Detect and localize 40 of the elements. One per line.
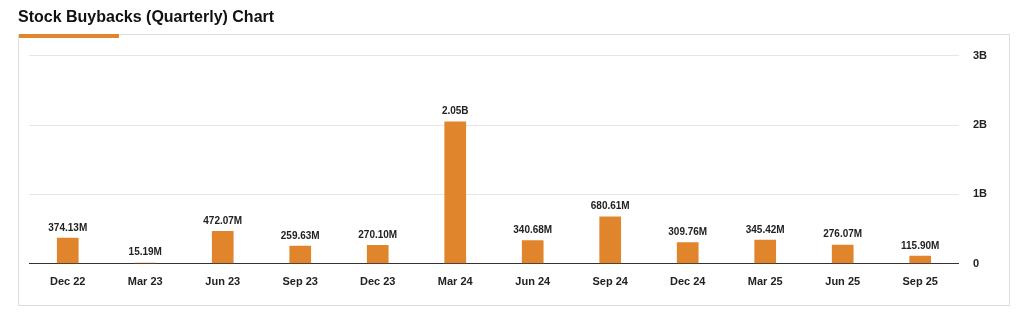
x-tick-label: Dec 24 — [669, 275, 707, 288]
data-label: 374.13M — [48, 221, 88, 233]
bar — [521, 240, 544, 264]
x-tick-label: Dec 23 — [359, 275, 396, 288]
bar — [444, 121, 467, 264]
x-tick-label: Dec 22 — [50, 275, 86, 288]
x-tick-label: Mar 25 — [747, 275, 783, 288]
bar — [754, 239, 777, 264]
data-label: 340.68M — [513, 223, 553, 235]
bar — [676, 242, 699, 264]
x-tick-label: Mar 23 — [127, 275, 163, 288]
data-label: 472.07M — [203, 214, 243, 226]
bar — [56, 237, 79, 264]
y-tick-label: 1B — [972, 187, 988, 200]
data-label: 276.07M — [823, 228, 863, 240]
data-label: 115.90M — [901, 239, 940, 251]
x-tick-label: Jun 23 — [205, 275, 241, 288]
data-label: 2.05B — [441, 105, 469, 117]
x-tick-label: Jun 24 — [515, 275, 552, 288]
data-label: 270.10M — [358, 228, 398, 240]
bar — [599, 216, 622, 264]
bar — [366, 245, 389, 264]
y-tick-label: 0 — [972, 256, 980, 269]
data-label: 15.19M — [128, 246, 162, 258]
y-tick-label: 3B — [972, 48, 988, 61]
data-label: 309.76M — [668, 226, 708, 238]
bar — [289, 245, 312, 264]
data-label: 259.63M — [280, 229, 320, 241]
bar — [831, 244, 854, 264]
chart-title: Stock Buybacks (Quarterly) Chart — [18, 8, 276, 26]
x-tick-label: Jun 25 — [825, 275, 861, 288]
x-tick-label: Mar 24 — [437, 275, 474, 288]
y-tick-label: 2B — [972, 118, 988, 131]
data-label: 345.42M — [745, 223, 785, 235]
x-tick-label: Sep 25 — [902, 275, 938, 288]
x-tick-label: Sep 23 — [282, 275, 318, 288]
bar — [909, 255, 932, 264]
data-label: 680.61M — [590, 200, 630, 212]
x-tick-label: Sep 24 — [592, 275, 629, 288]
bar — [211, 231, 234, 264]
